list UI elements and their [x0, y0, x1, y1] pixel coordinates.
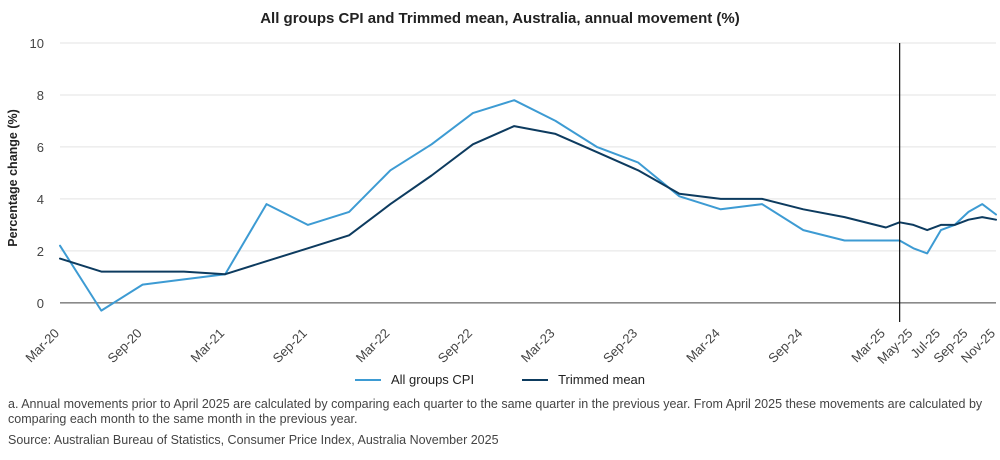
y-tick-label: 10: [30, 36, 44, 51]
y-tick-label: 4: [37, 192, 44, 207]
y-axis-label: Percentage change (%): [6, 109, 20, 247]
x-tick-label: Mar-21: [188, 326, 228, 366]
line-chart: 0 2 4 6 8 10 Mar-20 Sep-20 Mar-21 Sep-21 Mar-22 Se…: [6, 36, 998, 367]
chart-title: All groups CPI and Trimmed mean, Austral…: [260, 10, 740, 27]
source-note: Source: Australian Bureau of Statistics,…: [8, 433, 499, 447]
legend-swatch-trimmed-mean: [522, 378, 549, 381]
y-tick-label: 2: [37, 244, 44, 259]
x-tick-label: Sep-24: [765, 326, 805, 366]
series-line: [59, 99, 997, 312]
legend-label-cpi: All groups CPI: [390, 372, 475, 387]
legend-item-cpi: All groups CPI: [354, 372, 475, 387]
footnote: a. Annual movements prior to April 2025 …: [8, 397, 983, 426]
x-tick-label: Sep-23: [600, 326, 640, 366]
legend-label-trimmed-mean: Trimmed mean: [558, 372, 646, 387]
x-tick-label: Mar-23: [518, 326, 558, 366]
x-tick-label: Mar-24: [683, 326, 723, 366]
series-lines: [59, 99, 997, 312]
gridlines: [60, 42, 996, 304]
x-axis-ticks: Mar-20 Sep-20 Mar-21 Sep-21 Mar-22 Sep-22 Mar-…: [22, 326, 998, 367]
x-tick-label: Sep-22: [435, 326, 475, 366]
legend-item-trimmed-mean: Trimmed mean: [522, 372, 645, 387]
y-tick-label: 8: [37, 88, 44, 103]
x-tick-label: Mar-20: [22, 326, 62, 366]
legend-swatch-cpi: [354, 378, 381, 381]
y-tick-label: 6: [37, 140, 44, 155]
x-tick-label: Sep-20: [104, 326, 144, 366]
x-tick-label: Sep-21: [270, 326, 310, 366]
legend: All groups CPI Trimmed mean: [0, 372, 1000, 387]
x-tick-label: Mar-22: [353, 326, 393, 366]
y-tick-label: 0: [37, 296, 44, 311]
y-axis-ticks: 0 2 4 6 8 10: [30, 36, 44, 311]
series-line: [59, 125, 997, 276]
